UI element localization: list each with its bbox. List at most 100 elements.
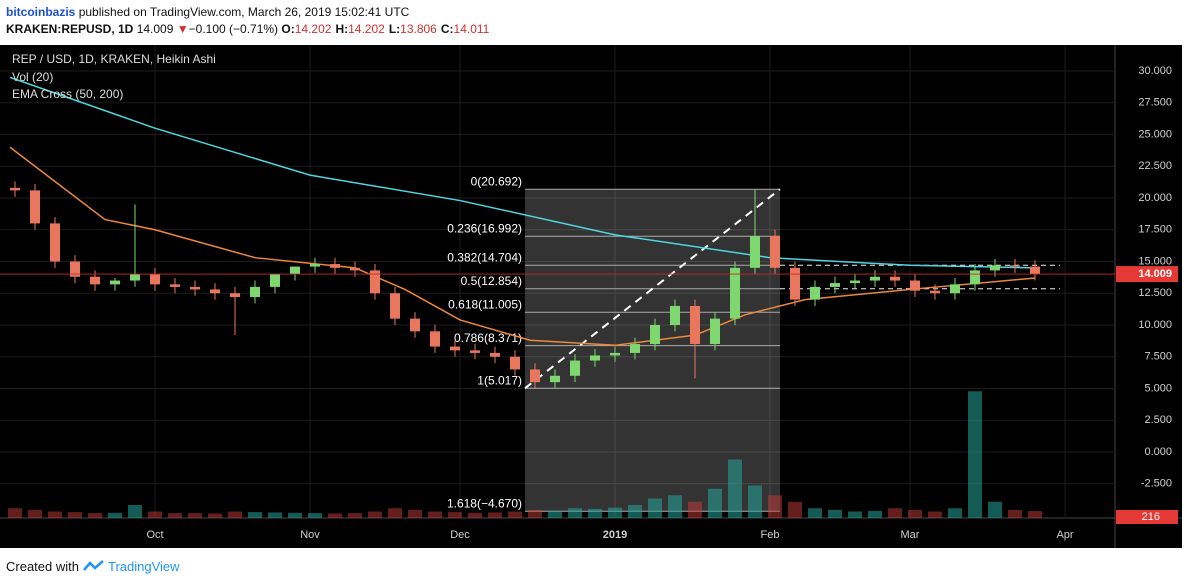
volume-bar (208, 513, 222, 518)
volume-bar (1008, 509, 1022, 518)
volume-bar (588, 508, 602, 518)
fib-zone (525, 189, 780, 512)
ema-line (9, 76, 1036, 269)
volume-bar (668, 495, 682, 518)
volume-bar (228, 511, 242, 518)
y-tick-label: 2.500 (1144, 414, 1172, 426)
volume-bar (788, 501, 802, 518)
x-tick-label: Nov (300, 529, 320, 541)
volume-bar (368, 511, 382, 518)
volume-bar (908, 509, 922, 518)
candle-body (990, 265, 1000, 271)
y-tick-label: 15.000 (1138, 255, 1172, 267)
header-quote: KRAKEN:REPUSD, 1D 14.009 ▼−0.100 (−0.71%… (6, 22, 493, 36)
legend-indicator: Vol (20) (12, 70, 53, 84)
volume-bar (1028, 510, 1042, 518)
candle-body (1030, 266, 1040, 275)
volume-bar (548, 510, 562, 518)
candle-body (290, 266, 300, 275)
volume-bar (428, 511, 442, 518)
volume-bar (348, 513, 362, 518)
volume-bar (468, 512, 482, 518)
candle-body (1010, 265, 1020, 267)
logo (82, 560, 104, 571)
last-price-box (1116, 266, 1178, 283)
volume-bar (268, 512, 282, 518)
last-price-label: 14.009 (1138, 268, 1172, 280)
candle-body (550, 375, 560, 383)
published: published on TradingView.com, March 26, … (78, 5, 410, 19)
legend-title: REP / USD, 1D, KRAKEN, Heikin Ashi (12, 52, 216, 66)
x-tick-label: Oct (146, 529, 163, 541)
volume-bar (408, 509, 422, 518)
candle-body (830, 283, 840, 287)
candle-body (210, 289, 220, 294)
volume-bar (968, 391, 982, 518)
candle-body (310, 264, 320, 267)
candle-body (630, 344, 640, 353)
fib-label: 0.236(16.992) (447, 221, 522, 235)
candle-body (510, 356, 520, 370)
candle-body (90, 276, 100, 285)
candle-body (250, 286, 260, 298)
candle-body (490, 352, 500, 357)
candle-body (390, 293, 400, 319)
volume-bar (688, 501, 702, 518)
volume-bar (448, 512, 462, 518)
volume-bar (728, 459, 742, 518)
volume-bar (28, 509, 42, 518)
ohlc-label: H: (335, 22, 349, 36)
volume-bar (288, 512, 302, 518)
candle-body (610, 352, 620, 356)
candle-body (370, 270, 380, 294)
candle-body (70, 261, 80, 277)
y-tick-label: 27.500 (1138, 97, 1172, 109)
author[interactable]: bitcoinbazis (6, 5, 76, 19)
header-line: bitcoinbazis published on TradingView.co… (6, 5, 409, 19)
candle-body (910, 280, 920, 291)
y-tick-label: 10.000 (1138, 319, 1172, 331)
volume-bar (748, 485, 762, 518)
ohlc-label: O: (281, 22, 295, 36)
fib-label: 0.5(12.854) (461, 274, 522, 288)
volume-bar (768, 495, 782, 518)
fib-label: 1.618(−4.670) (447, 496, 522, 510)
fib-label: 0(20.692) (471, 174, 522, 188)
ohlc-label: C: (440, 22, 454, 36)
volume-bar (708, 488, 722, 518)
candle-body (50, 223, 60, 262)
fib-label: 0.786(8.371) (454, 331, 522, 345)
candle-body (430, 331, 440, 347)
fib-label: 1(5.017) (477, 373, 522, 387)
candle-body (730, 267, 740, 319)
y-tick-label: 5.000 (1144, 382, 1172, 394)
volume-box (1116, 510, 1178, 524)
change: −0.100 (−0.71%) (188, 22, 279, 36)
volume-bar (648, 498, 662, 518)
candle-body (650, 324, 660, 345)
x-tick-label: Apr (1056, 529, 1073, 541)
candle-body (850, 280, 860, 284)
candle-body (710, 318, 720, 345)
volume-bar (608, 507, 622, 518)
ohlc-value: 14.202 (348, 22, 385, 36)
candle-body (30, 190, 40, 224)
created: Created with (6, 559, 79, 574)
volume-bar (568, 508, 582, 518)
volume-bar (868, 510, 882, 518)
ohlc-label: L: (388, 22, 401, 36)
brand[interactable]: TradingView (108, 559, 180, 574)
y-tick-label: 7.500 (1144, 351, 1172, 363)
volume-bar (188, 513, 202, 518)
volume-bar (108, 512, 122, 518)
candle-body (130, 274, 140, 281)
volume-bar (948, 508, 962, 518)
volume-bar (148, 511, 162, 518)
ohlc-value: 14.202 (294, 22, 332, 36)
symbol: KRAKEN:REPUSD, 1D (6, 22, 134, 36)
volume-bar (488, 512, 502, 518)
volume-bar (168, 513, 182, 518)
volume-bar (628, 505, 642, 518)
volume-bar (508, 511, 522, 518)
candle-body (810, 286, 820, 300)
